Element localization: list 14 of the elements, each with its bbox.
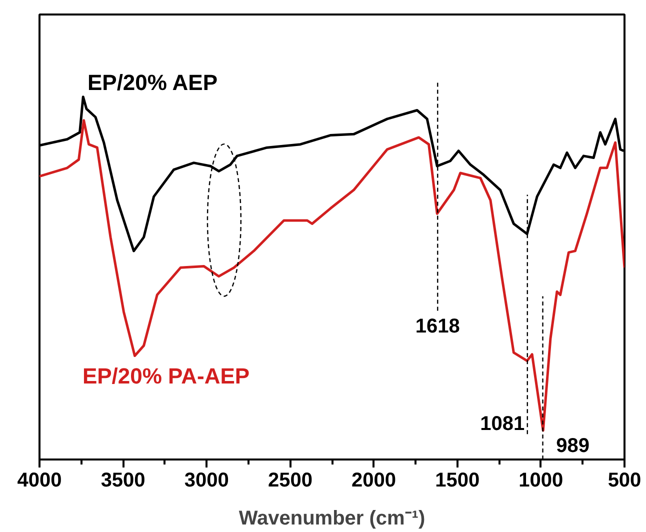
x-tick-label: 3500: [100, 470, 146, 492]
x-tick-label: 4000: [17, 470, 62, 492]
x-tick-label: 1000: [518, 470, 564, 492]
ref-line-label: 1081: [480, 413, 525, 436]
x-tick-label: 1500: [435, 470, 480, 492]
series-label: EP/20% AEP: [87, 70, 218, 95]
ref-line-label: 1618: [415, 315, 460, 338]
x-tick-label: 2500: [268, 470, 312, 492]
x-tick-label: 3000: [184, 470, 229, 492]
x-tick-label: 2000: [352, 470, 396, 492]
x-tick-label: 500: [608, 470, 642, 492]
ref-line-label: 989: [556, 434, 590, 457]
series-label: EP/20% PA-AEP: [82, 364, 250, 389]
x-axis-title: Wavenumber (cm⁻¹): [238, 508, 426, 530]
